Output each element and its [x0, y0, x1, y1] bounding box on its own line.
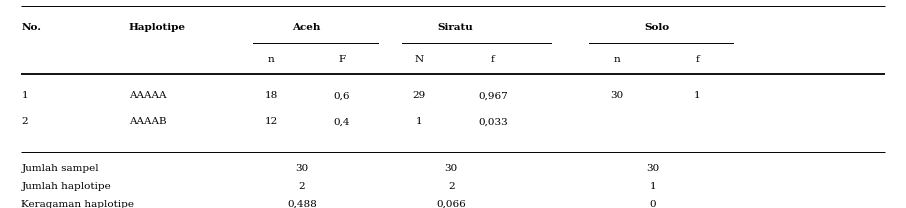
Text: Siratu: Siratu — [438, 22, 474, 32]
Text: 1: 1 — [650, 182, 656, 191]
Text: n: n — [614, 55, 621, 64]
Text: Solo: Solo — [645, 22, 670, 32]
Text: No.: No. — [22, 22, 42, 32]
Text: 30: 30 — [295, 164, 309, 173]
Text: 2: 2 — [299, 182, 305, 191]
Text: Haplotipe: Haplotipe — [129, 22, 186, 32]
Text: 30: 30 — [611, 91, 624, 100]
Text: F: F — [339, 55, 345, 64]
Text: 0,6: 0,6 — [333, 91, 351, 100]
Text: 18: 18 — [265, 91, 277, 100]
Text: 1: 1 — [694, 91, 700, 100]
Text: AAAAB: AAAAB — [129, 117, 167, 126]
Text: 30: 30 — [445, 164, 458, 173]
Text: 12: 12 — [265, 117, 277, 126]
Text: 0: 0 — [650, 200, 656, 208]
Text: f: f — [695, 55, 699, 64]
Text: 30: 30 — [646, 164, 660, 173]
Text: n: n — [267, 55, 275, 64]
Text: 0,4: 0,4 — [333, 117, 351, 126]
Text: Jumlah sampel: Jumlah sampel — [22, 164, 99, 173]
Text: Keragaman haplotipe: Keragaman haplotipe — [22, 200, 134, 208]
Text: 0,066: 0,066 — [437, 200, 466, 208]
Text: Jumlah haplotipe: Jumlah haplotipe — [22, 182, 111, 191]
Text: 1: 1 — [22, 91, 28, 100]
Text: f: f — [491, 55, 495, 64]
Text: AAAAA: AAAAA — [129, 91, 167, 100]
Text: Aceh: Aceh — [293, 22, 321, 32]
Text: 2: 2 — [22, 117, 28, 126]
Text: N: N — [415, 55, 424, 64]
Text: 29: 29 — [412, 91, 426, 100]
Text: 0,488: 0,488 — [287, 200, 317, 208]
Text: 0,967: 0,967 — [478, 91, 508, 100]
Text: 1: 1 — [416, 117, 422, 126]
Text: 0,033: 0,033 — [478, 117, 508, 126]
Text: 2: 2 — [448, 182, 455, 191]
